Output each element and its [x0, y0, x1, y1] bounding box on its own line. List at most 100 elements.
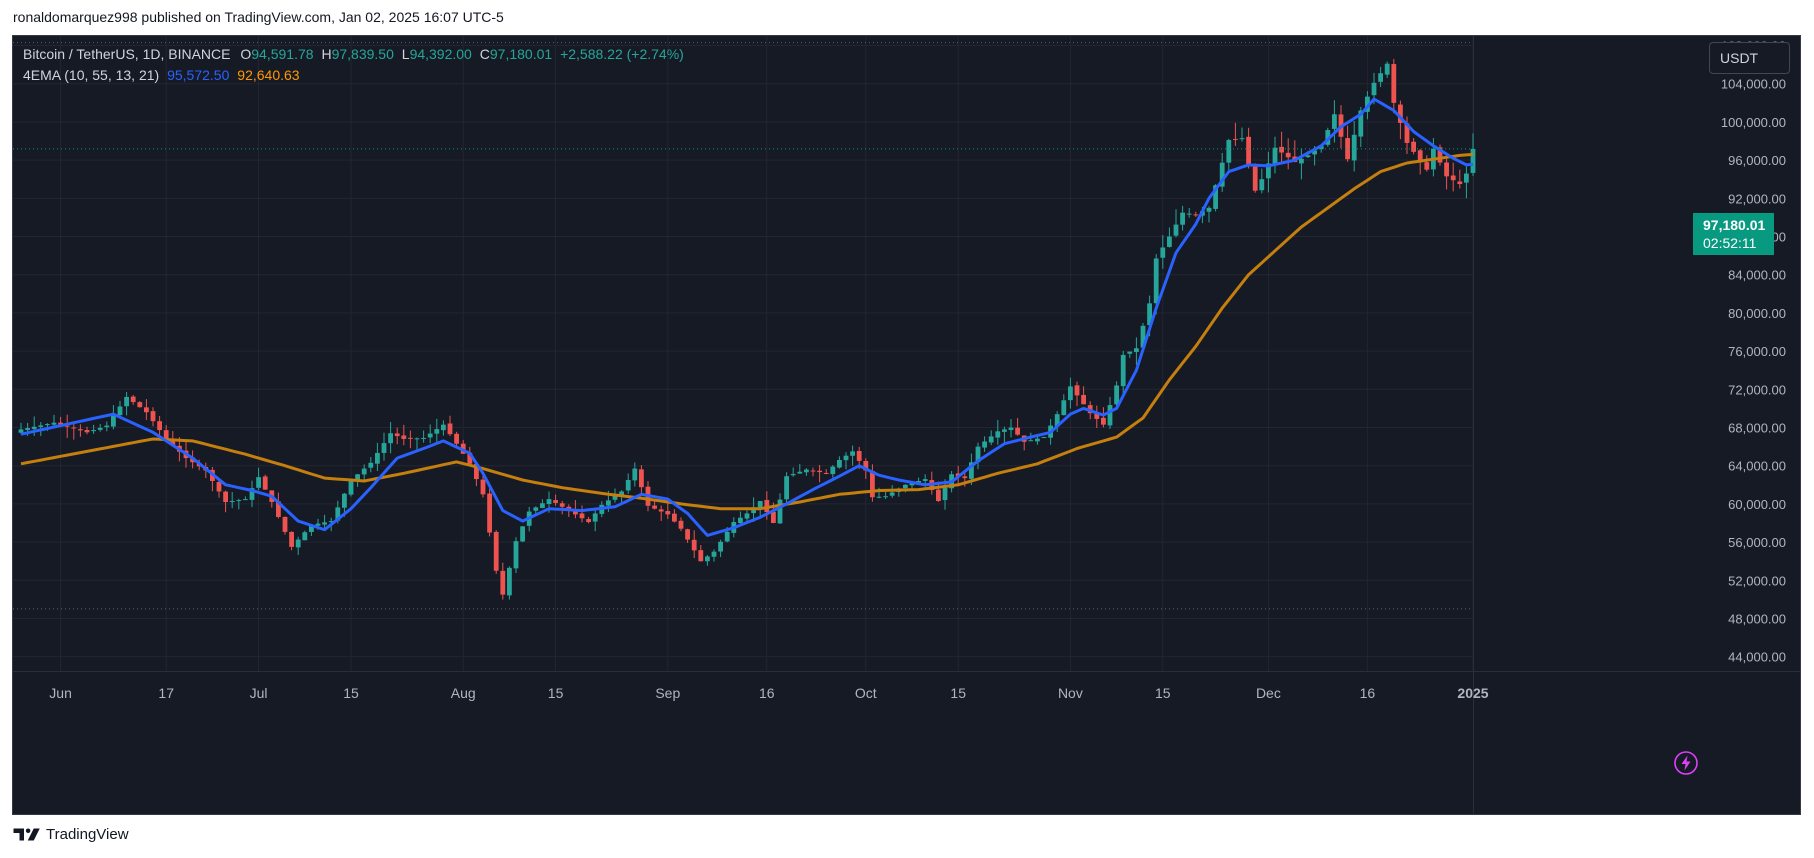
candle-body	[837, 459, 842, 468]
candle-body	[18, 429, 24, 433]
candle-body	[711, 551, 717, 557]
candle-body	[375, 452, 380, 464]
candle-body	[810, 470, 816, 472]
candle-body	[559, 503, 565, 507]
open-value: 94,591.78	[251, 46, 314, 62]
candle-body	[632, 468, 638, 481]
candle-body	[150, 411, 156, 422]
price-axis-label: 80,000.00	[1728, 306, 1786, 321]
price-axis-label: 104,000.00	[1721, 77, 1786, 92]
symbol-name[interactable]: Bitcoin / TetherUS, 1D, BINANCE	[23, 46, 231, 62]
candle-body	[170, 439, 176, 446]
time-axis-label: Jul	[250, 685, 268, 701]
candle-body	[243, 499, 248, 501]
price-axis-label: 44,000.00	[1728, 650, 1786, 665]
candle-body	[427, 433, 433, 438]
candle-body	[58, 422, 63, 425]
candle-body	[282, 516, 288, 532]
candle-body	[144, 407, 149, 413]
candle-body	[850, 451, 855, 456]
candle-body	[64, 425, 70, 427]
candle-body	[229, 501, 235, 503]
candle-body	[1167, 236, 1172, 247]
candle-body	[658, 509, 664, 512]
candle-body	[639, 469, 644, 488]
time-axis-label: 17	[158, 685, 174, 701]
candle-body	[1186, 213, 1192, 215]
candle-body	[573, 509, 578, 515]
candle-body	[1206, 207, 1212, 212]
footer-brand-text: TradingView	[46, 826, 129, 843]
candle-body	[104, 425, 110, 428]
candle-body	[1371, 82, 1377, 96]
candle-body	[1391, 64, 1397, 103]
candle-body	[889, 492, 895, 496]
candle-body	[625, 480, 631, 491]
candle-body	[612, 495, 618, 500]
candle-body	[797, 471, 803, 474]
time-axis-label: 15	[548, 685, 564, 701]
time-axis-label: Dec	[1256, 685, 1281, 701]
candle-body	[757, 501, 763, 508]
candle-body	[520, 526, 525, 542]
time-axis-label: 16	[1360, 685, 1376, 701]
time-axis-label: 15	[1155, 685, 1171, 701]
candle-body	[1153, 258, 1159, 304]
candle-body	[1028, 440, 1034, 442]
candle-body	[705, 556, 710, 562]
chart-pane[interactable]: 44,000.00 48,000.00 52,000.00 56,000.00 60,0…	[12, 35, 1801, 815]
candle-body	[394, 433, 400, 437]
candle-body	[856, 450, 862, 461]
candle-body	[665, 511, 671, 515]
candle-body	[315, 523, 321, 526]
candle-body	[335, 507, 341, 521]
candle-body	[1384, 63, 1390, 75]
candle-body	[1424, 162, 1430, 170]
low-label: L	[401, 46, 410, 62]
price-axis-label: 100,000.00	[1721, 115, 1786, 130]
candle-body	[84, 429, 90, 433]
candle-body	[685, 529, 690, 540]
candle-body	[78, 429, 83, 431]
candle-body	[922, 479, 928, 481]
candle-body	[975, 446, 981, 463]
candle-body	[1041, 437, 1047, 439]
candle-body	[1127, 351, 1133, 354]
candle-body	[31, 426, 37, 430]
time-axis-label: Aug	[451, 685, 476, 701]
tradingview-logo-icon	[13, 828, 40, 841]
indicator-name[interactable]: 4EMA (10, 55, 13, 21)	[23, 67, 160, 83]
time-axis-label: 2025	[1457, 685, 1488, 701]
candle-body	[1305, 155, 1311, 158]
candle-body	[764, 500, 770, 513]
lightning-icon[interactable]	[1673, 750, 1699, 776]
candle-body	[124, 396, 129, 407]
candle-body	[823, 472, 829, 474]
candle-body	[157, 421, 162, 431]
price-chart[interactable]: 44,000.00 48,000.00 52,000.00 56,000.00 60,0…	[13, 36, 1801, 815]
candle-body	[361, 468, 367, 475]
footer-brand[interactable]: TradingView	[13, 826, 129, 843]
price-axis-label: 76,000.00	[1728, 344, 1786, 359]
candle-body	[1239, 138, 1245, 140]
candle-body	[1035, 438, 1040, 442]
currency-button[interactable]: USDT	[1709, 42, 1790, 74]
candle-body	[1134, 348, 1139, 353]
time-axis-label: Sep	[655, 685, 680, 701]
candle-body	[1345, 138, 1350, 160]
candle-body	[1259, 179, 1265, 191]
open-label: O	[240, 46, 252, 62]
candle-body	[309, 524, 314, 532]
candle-body	[223, 491, 228, 502]
candle-body	[71, 427, 77, 429]
high-label: H	[321, 46, 332, 62]
candle-body	[1094, 412, 1100, 419]
candle-body	[804, 469, 809, 473]
candle-body	[909, 482, 915, 486]
candle-body	[249, 488, 255, 500]
candle-body	[1464, 173, 1469, 183]
candle-body	[1233, 138, 1238, 140]
candle-body	[493, 531, 499, 571]
candle-body	[45, 424, 50, 426]
time-axis-label: 16	[759, 685, 775, 701]
